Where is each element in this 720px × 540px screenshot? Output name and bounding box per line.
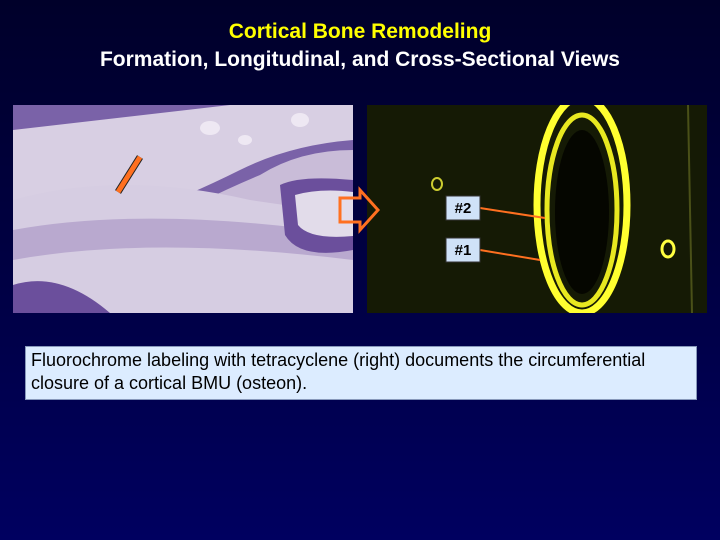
subtitle: Formation, Longitudinal, and Cross-Secti…	[99, 48, 620, 71]
title: Cortical Bone Remodeling	[228, 20, 492, 43]
label: #1	[455, 242, 472, 259]
fluorescence-image	[367, 105, 707, 313]
caption: Fluorochrome labeling with tetracyclene …	[25, 346, 697, 400]
histology-image	[13, 105, 353, 313]
label-box	[445, 237, 481, 263]
label: #2	[455, 200, 472, 217]
label-box	[445, 195, 481, 221]
